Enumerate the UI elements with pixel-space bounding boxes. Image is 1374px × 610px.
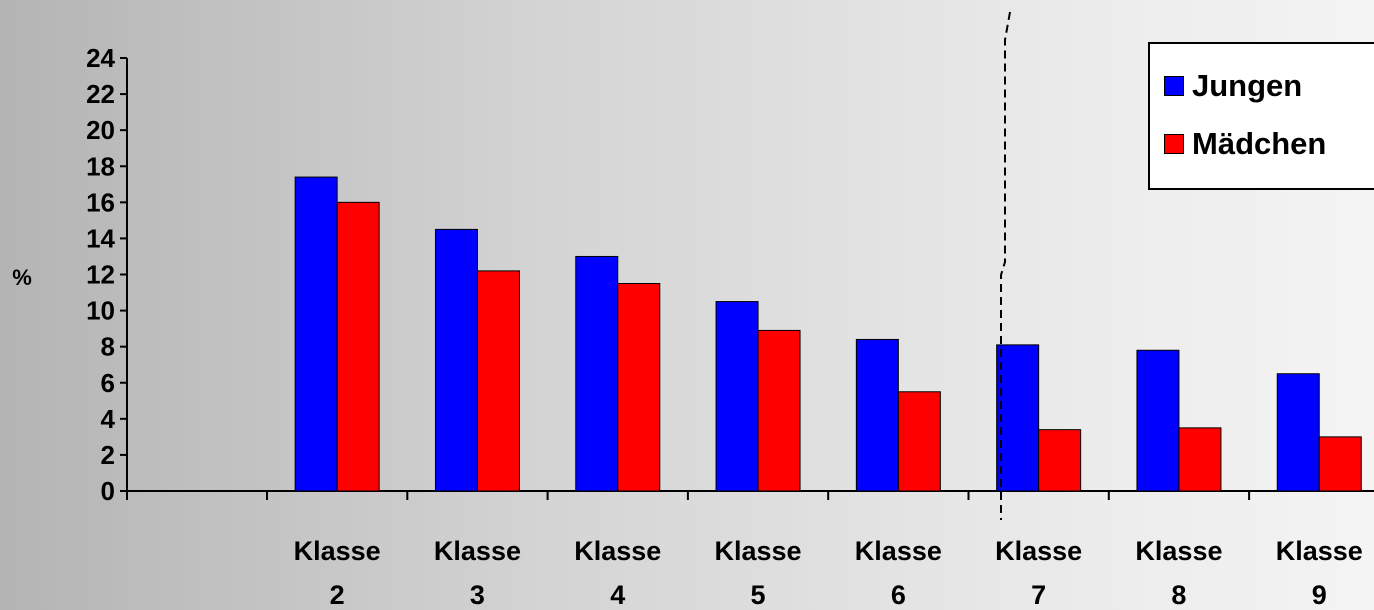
x-tick-label: 9 — [1312, 580, 1327, 610]
bar-maedchen — [897, 391, 941, 492]
x-tick-label: Klasse — [1135, 536, 1222, 566]
bar-maedchen — [1318, 436, 1362, 492]
bar-maedchen — [617, 283, 661, 492]
bar-jungen — [434, 228, 478, 492]
y-tick-label: 2 — [101, 440, 115, 470]
bar-jungen — [855, 338, 899, 492]
y-tick-label: 20 — [86, 115, 115, 145]
x-tick-label: Klasse — [855, 536, 942, 566]
y-tick-label: 22 — [86, 79, 115, 109]
x-tick-label: 8 — [1171, 580, 1186, 610]
plot-area: 024681012141618202224%Klasse2Klasse3Klas… — [12, 11, 1374, 610]
legend-swatch-jungen — [1164, 76, 1184, 96]
x-tick-label: Klasse — [995, 536, 1082, 566]
x-tick-label: 5 — [751, 580, 766, 610]
divider-line — [1000, 11, 1011, 520]
bar-jungen — [996, 344, 1040, 492]
y-tick-label: 4 — [101, 404, 116, 434]
x-tick-label: 2 — [330, 580, 345, 610]
x-tick-label: Klasse — [434, 536, 521, 566]
x-tick-label: 6 — [891, 580, 906, 610]
legend-swatch-maedchen — [1164, 134, 1184, 154]
legend-item-maedchen: Mädchen — [1164, 124, 1326, 164]
legend-label-jungen: Jungen — [1192, 68, 1303, 103]
x-tick-label: 7 — [1031, 580, 1046, 610]
bar-jungen — [575, 255, 619, 492]
y-tick-label: 6 — [101, 368, 115, 398]
y-tick-label: 18 — [86, 151, 115, 181]
bar-maedchen — [476, 270, 520, 492]
y-tick-label: 12 — [86, 260, 115, 290]
y-tick-label: 16 — [86, 187, 115, 217]
bar-jungen — [1276, 373, 1320, 492]
bar-maedchen — [1038, 429, 1082, 492]
x-tick-label: Klasse — [1276, 536, 1363, 566]
x-tick-label: Klasse — [715, 536, 802, 566]
bar-jungen — [715, 301, 759, 492]
x-tick-label: Klasse — [574, 536, 661, 566]
y-tick-label: 10 — [86, 296, 115, 326]
bar-maedchen — [1178, 427, 1222, 492]
bar-jungen — [1136, 349, 1180, 492]
y-tick-label: 24 — [86, 43, 115, 73]
y-axis-label: % — [12, 265, 32, 290]
y-tick-label: 14 — [86, 223, 115, 253]
x-tick-label: 3 — [470, 580, 485, 610]
chart-legend: Jungen Mädchen — [1148, 42, 1374, 190]
bar-maedchen — [757, 329, 801, 492]
y-tick-label: 0 — [101, 476, 115, 506]
bar-maedchen — [336, 201, 380, 492]
x-tick-label: Klasse — [294, 536, 381, 566]
legend-label-maedchen: Mädchen — [1192, 126, 1327, 161]
legend-item-jungen: Jungen — [1164, 66, 1302, 106]
bar-jungen — [294, 176, 338, 492]
x-tick-label: 4 — [610, 580, 625, 610]
y-tick-label: 8 — [101, 332, 115, 362]
